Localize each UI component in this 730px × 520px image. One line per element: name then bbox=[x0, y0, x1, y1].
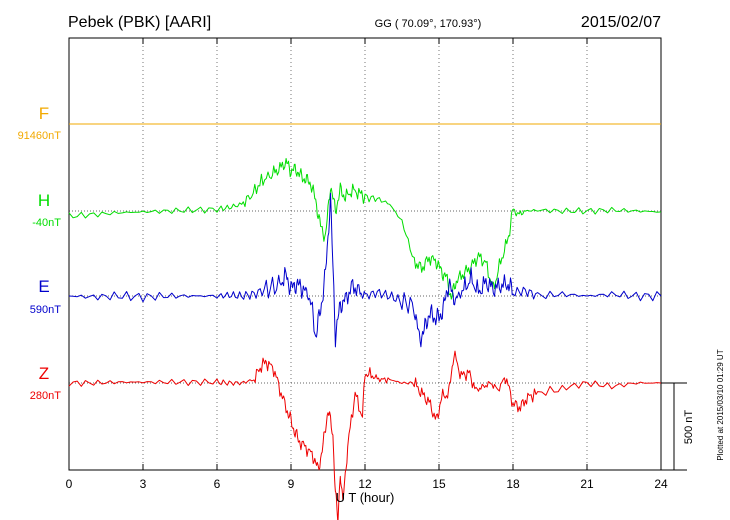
plotted-timestamp: Plotted at 2015/03/10 01:29 UT bbox=[716, 349, 725, 460]
x-tick-label: 12 bbox=[358, 477, 372, 491]
series-name-z: Z bbox=[39, 364, 49, 383]
series-baseline-value-e: 590nT bbox=[30, 304, 61, 316]
x-axis-ticks: 0 3 6 9 12 15 18 21 24 bbox=[66, 38, 668, 491]
series-lines bbox=[68, 123, 662, 520]
x-axis-label: U T (hour) bbox=[336, 490, 395, 505]
series-baseline-value-h: -40nT bbox=[32, 217, 61, 229]
x-tick-label: 21 bbox=[580, 477, 594, 491]
station-title: Pebek (PBK) [AARI] bbox=[68, 14, 211, 31]
series-line-h bbox=[68, 158, 662, 300]
series-name-e: E bbox=[38, 277, 49, 296]
station-coords: GG ( 70.09°, 170.93°) bbox=[375, 18, 482, 30]
x-tick-label: 15 bbox=[432, 477, 446, 491]
series-labels: F 91460nT H -40nT E 590nT Z 280nT bbox=[18, 104, 62, 402]
series-name-f: F bbox=[39, 104, 49, 123]
x-tick-label: 18 bbox=[506, 477, 520, 491]
plot-date: 2015/02/07 bbox=[581, 14, 661, 31]
scale-bar-label: 500 nT bbox=[683, 410, 695, 445]
x-tick-label: 6 bbox=[214, 477, 221, 491]
x-tick-label: 9 bbox=[288, 477, 295, 491]
x-tick-label: 24 bbox=[654, 477, 668, 491]
x-tick-label: 0 bbox=[66, 477, 73, 491]
series-baseline-value-f: 91460nT bbox=[18, 130, 62, 142]
series-baseline-value-z: 280nT bbox=[30, 390, 61, 402]
series-line-z bbox=[68, 350, 662, 520]
series-line-e bbox=[68, 192, 662, 348]
x-tick-label: 3 bbox=[140, 477, 147, 491]
series-name-h: H bbox=[38, 191, 50, 210]
grid-lines bbox=[142, 38, 588, 470]
scale-bar: 500 nT bbox=[661, 382, 695, 471]
